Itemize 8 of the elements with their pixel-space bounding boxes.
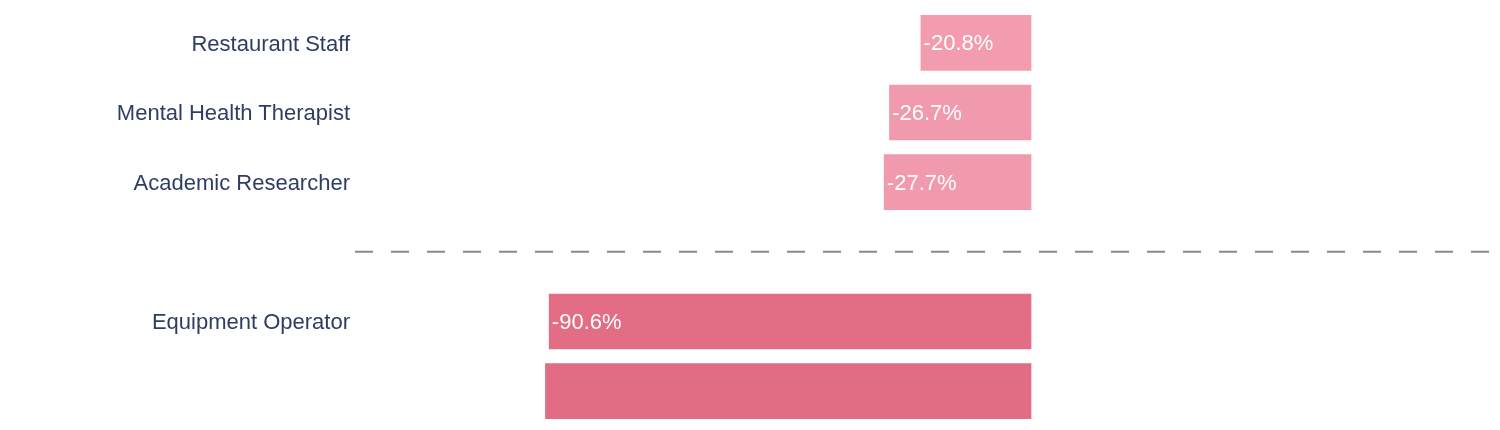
data-label: -26.7% — [892, 100, 962, 125]
data-label: -90.6% — [551, 309, 622, 334]
y-tick-label: Equipment Operator — [151, 309, 350, 335]
y-tick-label: Academic Researcher — [133, 169, 350, 195]
y-tick-label: Mental Health Therapist — [116, 100, 350, 126]
y-tick-label: Restaurant Staff — [191, 30, 351, 56]
data-label: -27.7% — [886, 169, 957, 195]
data-label: -20.8% — [923, 30, 994, 56]
